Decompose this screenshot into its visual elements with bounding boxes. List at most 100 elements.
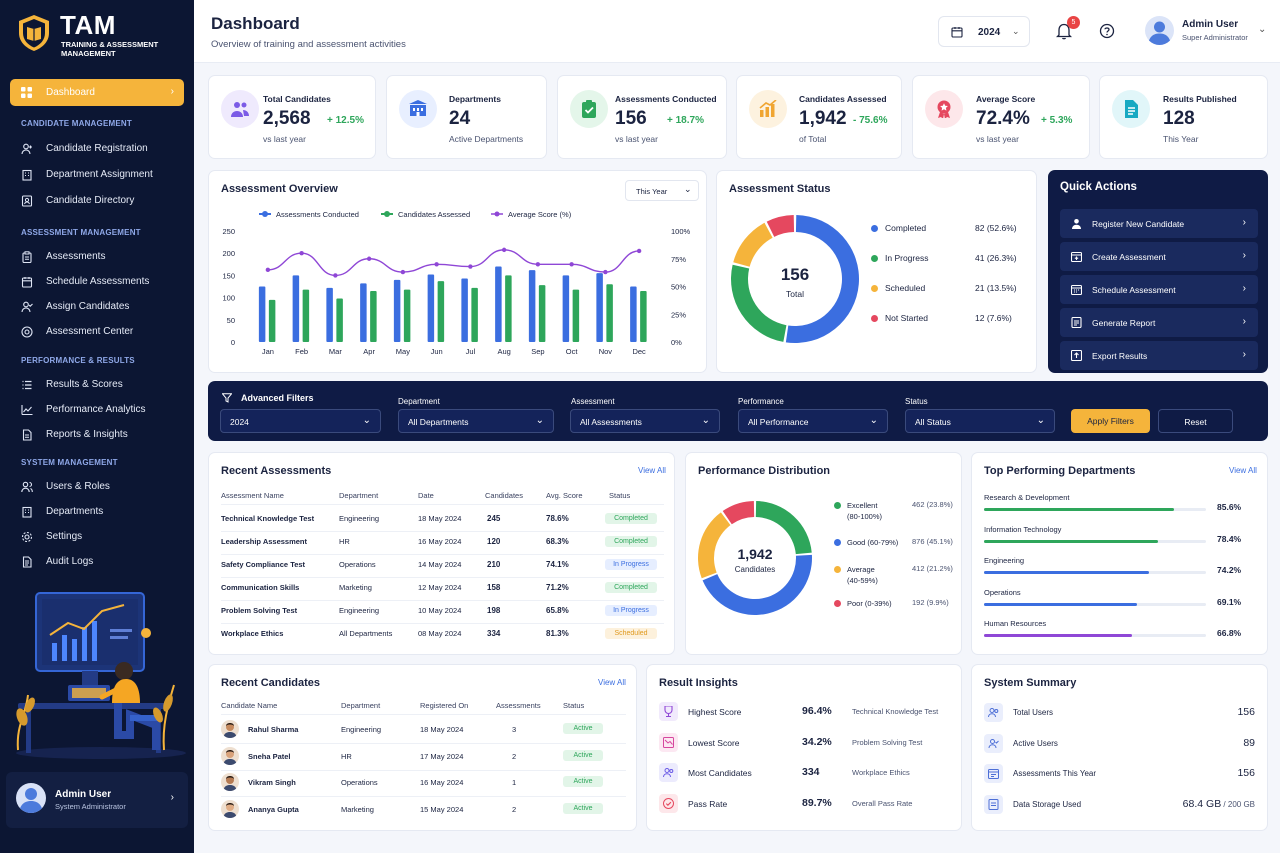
bell-icon[interactable]	[1056, 22, 1072, 40]
users-icon	[231, 102, 249, 117]
stat-label: Total Candidates	[263, 94, 331, 104]
status-filter-select[interactable]: All Status ⌄	[905, 409, 1055, 433]
department-row[interactable]: Human Resources 66.8%	[972, 619, 1269, 645]
sidebar-user-card[interactable]: Admin User System Administrator ›	[6, 772, 188, 828]
divider	[221, 769, 626, 771]
stat-subtext: vs last year	[263, 134, 306, 144]
database-icon	[988, 798, 999, 810]
stat-card[interactable]: Assessments Conducted 156 + 18.7% vs last y…	[557, 75, 727, 159]
stat-value: 72.4%	[976, 108, 1030, 129]
sidebar-item-dashboard[interactable]: Dashboard ›	[10, 79, 184, 106]
department-row[interactable]: Engineering 74.2%	[972, 556, 1269, 582]
summary-row[interactable]: Data Storage Used 68.4 GB / 200 GB	[972, 794, 1269, 816]
quick-action-register-candidate[interactable]: Register New Candidate ›	[1060, 209, 1258, 238]
sidebar-item-performance-analytics[interactable]: Performance Analytics	[21, 402, 186, 420]
table-row[interactable]: Technical Knowledge Test Engineering 18 Ma…	[209, 513, 676, 531]
quick-action-export-results[interactable]: Export Results ›	[1060, 341, 1258, 370]
department-name: Research & Development	[984, 493, 1070, 502]
status-badge: Active	[563, 776, 603, 787]
calendar-icon	[988, 769, 999, 779]
sidebar-item-results-scores[interactable]: Results & Scores	[21, 377, 186, 395]
table-row[interactable]: Leadership Assessment HR 16 May 2024 120 68.…	[209, 536, 676, 554]
performance-filter-select[interactable]: All Performance ⌄	[738, 409, 888, 433]
table-row[interactable]: Safety Compliance Test Operations 14 May 2…	[209, 559, 676, 577]
help-icon[interactable]	[1099, 23, 1115, 39]
table-cell: 08 May 2024	[418, 629, 462, 638]
insight-row[interactable]: Pass Rate 89.7% Overall Pass Rate	[647, 793, 963, 815]
table-row[interactable]: Ananya Gupta Marketing 15 May 2024 2 Active	[209, 799, 638, 822]
select-value: All Performance	[748, 417, 809, 427]
insight-note: Workplace Ethics	[852, 768, 910, 777]
stat-card[interactable]: Total Candidates 2,568 + 12.5% vs last year	[208, 75, 376, 159]
table-row[interactable]: Communication Skills Marketing 12 May 2024…	[209, 582, 676, 600]
department-row[interactable]: Information Technology 78.4%	[972, 525, 1269, 551]
stat-card[interactable]: Average Score 72.4% + 5.3% vs last year	[912, 75, 1090, 159]
quick-action-schedule-assessment[interactable]: Schedule Assessment ›	[1060, 275, 1258, 304]
department-row[interactable]: Operations 69.1%	[972, 588, 1269, 614]
stat-card[interactable]: Candidates Assessed 1,942 - 75.6% of Total	[736, 75, 902, 159]
stat-card[interactable]: Results Published 128 This Year	[1099, 75, 1268, 159]
sidebar-item-schedule-assessments[interactable]: Schedule Assessments	[21, 274, 186, 292]
sidebar-item-reports-insights[interactable]: Reports & Insights	[21, 427, 186, 445]
year-filter-select[interactable]: 2024 ⌄	[220, 409, 381, 433]
table-row[interactable]: Workplace Ethics All Departments 08 May 20…	[209, 628, 676, 646]
sidebar-item-departments[interactable]: Departments	[21, 504, 186, 522]
reset-filters-button[interactable]: Reset	[1158, 409, 1233, 433]
sidebar-item-candidate-directory[interactable]: Candidate Directory	[21, 193, 186, 211]
sidebar-item-label: Dashboard	[46, 87, 95, 98]
table-row[interactable]: Problem Solving Test Engineering 10 May 20…	[209, 605, 676, 623]
insight-row[interactable]: Most Candidates 334 Workplace Ethics	[647, 762, 963, 784]
bar	[630, 286, 637, 342]
summary-row[interactable]: Assessments This Year 156	[972, 763, 1269, 785]
progress-fill	[984, 634, 1133, 637]
chevron-down-icon[interactable]: ⌄	[1258, 24, 1267, 35]
insight-row[interactable]: Lowest Score 34.2% Problem Solving Test	[647, 732, 963, 754]
department-row[interactable]: Research & Development 85.6%	[972, 493, 1269, 519]
y2-tick-label: 50%	[671, 283, 686, 292]
candidate-avatar-icon	[223, 749, 237, 765]
insight-row[interactable]: Highest Score 96.4% Technical Knowledge Te…	[647, 701, 963, 723]
stat-value: 1,942	[799, 108, 847, 129]
apply-filters-button[interactable]: Apply Filters	[1071, 409, 1150, 433]
stat-card[interactable]: Departments 24 Active Departments	[386, 75, 547, 159]
page-title: Dashboard	[211, 14, 300, 33]
table-row[interactable]: Sneha Patel HR 17 May 2024 2 Active	[209, 746, 638, 769]
sidebar-item-settings[interactable]: Settings	[21, 529, 186, 547]
table-row[interactable]: Vikram Singh Operations 16 May 2024 1 Active	[209, 773, 638, 795]
app-logo[interactable]: TAM TRAINING & ASSESSMENT MANAGEMENT	[16, 10, 186, 62]
department-score: 78.4%	[1217, 533, 1242, 544]
summary-row[interactable]: Active Users 89	[972, 733, 1269, 755]
sidebar-item-department-assignment[interactable]: Department Assignment	[21, 167, 186, 185]
avatar[interactable]	[1145, 16, 1174, 45]
sidebar-item-assessments[interactable]: Assessments	[21, 249, 186, 267]
table-cell: 68.3%	[546, 537, 569, 546]
calendar-plus-icon	[1071, 251, 1082, 262]
quick-actions-panel: Quick Actions Register New Candidate › Cr…	[1048, 170, 1268, 373]
status-badge: Scheduled	[605, 628, 657, 639]
view-all-link[interactable]: View All	[638, 466, 666, 475]
sidebar-item-assessment-center[interactable]: Assessment Center	[21, 324, 186, 342]
sidebar-item-audit-logs[interactable]: Audit Logs	[21, 554, 186, 572]
sidebar-item-assign-candidates[interactable]: Assign Candidates	[21, 299, 186, 317]
card-title: System Summary	[984, 677, 1077, 689]
y-tick-label: 0	[231, 338, 235, 347]
department-filter-select[interactable]: All Departments ⌄	[398, 409, 554, 433]
sidebar-item-users-roles[interactable]: Users & Roles	[21, 479, 186, 497]
user-avatar-icon	[1148, 21, 1171, 45]
summary-row[interactable]: Total Users 156	[972, 702, 1269, 724]
legend-dot	[834, 502, 841, 509]
summary-value-group: 156	[1237, 706, 1255, 718]
sidebar-item-candidate-registration[interactable]: Candidate Registration	[21, 141, 186, 159]
table-row[interactable]: Rahul Sharma Engineering 18 May 2024 3 Activ…	[209, 720, 638, 742]
table-cell: Engineering	[339, 514, 380, 523]
bar	[360, 283, 367, 342]
table-cell: Rahul Sharma	[248, 725, 299, 734]
assessment-filter-select[interactable]: All Assessments ⌄	[570, 409, 720, 433]
quick-action-create-assessment[interactable]: Create Assessment ›	[1060, 242, 1258, 271]
view-all-link[interactable]: View All	[598, 678, 626, 687]
chevron-down-icon: ⌄	[1012, 26, 1020, 36]
year-select[interactable]: 2024 ⌄	[938, 16, 1030, 47]
quick-action-generate-report[interactable]: Generate Report ›	[1060, 308, 1258, 337]
view-all-link[interactable]: View All	[1229, 466, 1257, 475]
period-select[interactable]: This Year ⌄	[625, 180, 699, 201]
